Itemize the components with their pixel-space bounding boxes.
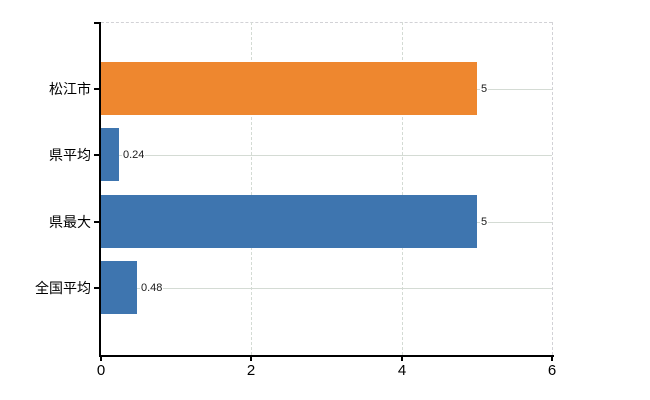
- plot-border-top: [101, 22, 552, 23]
- y-axis-line: [99, 22, 101, 357]
- gridline-vertical: [251, 22, 252, 355]
- y-axis-tick: [94, 221, 99, 223]
- bar-3: [101, 261, 137, 314]
- bar-2: [101, 195, 477, 248]
- x-axis-tick: [551, 355, 553, 361]
- x-axis-tick-label: 2: [246, 362, 256, 379]
- gridline-vertical: [402, 22, 403, 355]
- bar-value-label: 5: [480, 215, 489, 229]
- x-axis-tick-label: 6: [547, 362, 557, 379]
- category-label: 松江市: [49, 81, 91, 97]
- x-axis-tick-label: 0: [96, 362, 106, 379]
- x-axis-tick-label: 4: [397, 362, 407, 379]
- category-label: 全国平均: [35, 280, 91, 296]
- y-axis-tick: [94, 287, 99, 289]
- category-label: 県平均: [49, 147, 91, 163]
- x-axis-tick: [250, 355, 252, 361]
- x-axis-tick: [401, 355, 403, 361]
- bar-value-label: 0.24: [122, 148, 146, 162]
- bar-0: [101, 62, 477, 115]
- bar-value-label: 5: [480, 82, 489, 96]
- x-axis-line: [99, 355, 554, 357]
- category-label: 県最大: [49, 214, 91, 230]
- y-axis-tick: [94, 88, 99, 90]
- y-axis-tick: [94, 154, 99, 156]
- x-axis-tick: [100, 355, 102, 361]
- y-axis-tick: [94, 22, 99, 24]
- bar-1: [101, 128, 119, 181]
- bar-value-label: 0.48: [140, 281, 164, 295]
- plot-border-right: [552, 22, 553, 355]
- gridline-horizontal: [101, 155, 552, 156]
- gridline-horizontal: [101, 288, 552, 289]
